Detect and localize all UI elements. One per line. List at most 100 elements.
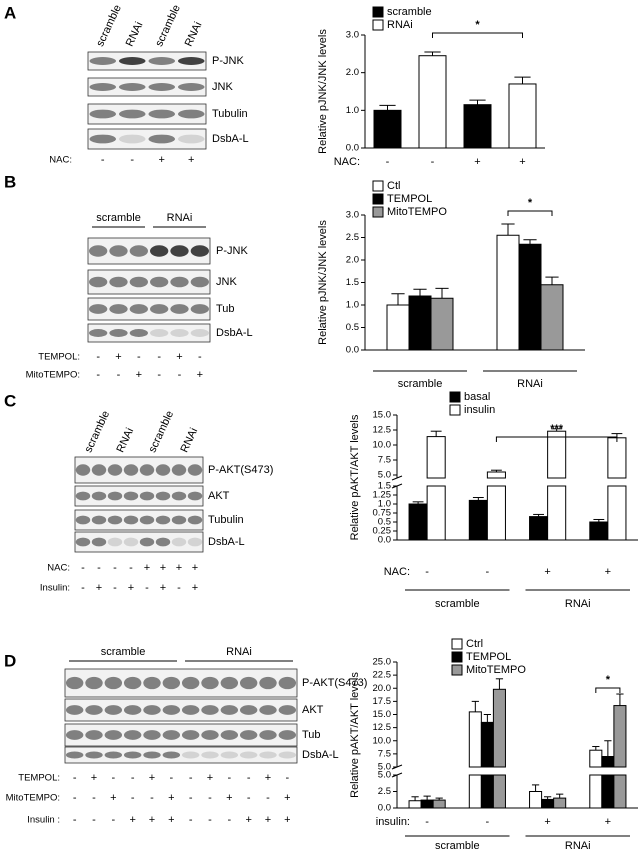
legend-label: Ctl	[387, 180, 400, 192]
blot-band	[170, 329, 189, 337]
lane-group-label: RNAi	[226, 646, 252, 658]
blot-band	[155, 491, 171, 501]
treatment-mark: +	[115, 351, 121, 363]
y-tick-label: 0.0	[378, 803, 391, 814]
bar	[408, 503, 428, 541]
blot-band	[123, 491, 139, 501]
treatment-mark: +	[159, 154, 165, 166]
y-tick-label: 10.0	[373, 440, 392, 451]
x-tick-label: +	[544, 816, 550, 828]
bar	[508, 83, 537, 149]
blot-band	[181, 676, 200, 690]
bar	[468, 711, 482, 768]
treatment-mark: -	[266, 792, 270, 804]
lane-group-label: scramble	[96, 212, 141, 224]
significance-label: *	[475, 19, 480, 31]
blot-band	[143, 705, 161, 715]
x-tick-label: -	[431, 156, 435, 168]
blot-band	[65, 676, 84, 690]
bar	[420, 799, 434, 809]
x-row-label: NAC:	[334, 156, 360, 168]
treatment-mark: -	[227, 772, 231, 784]
treatment-mark: -	[81, 582, 85, 594]
treatment-mark: +	[284, 814, 290, 826]
treatment-mark: +	[136, 369, 142, 381]
blot-band	[278, 730, 297, 740]
blot-band	[123, 676, 142, 690]
blot-band	[104, 676, 123, 690]
blot-band	[278, 705, 297, 715]
blot-band	[123, 464, 139, 476]
treatment-mark: -	[117, 369, 121, 381]
treatment-mark: -	[208, 814, 212, 826]
panel-letter: B	[4, 172, 16, 191]
bar-lower	[480, 774, 494, 809]
significance-bracket	[495, 436, 618, 442]
treatment-mark: +	[91, 772, 97, 784]
blot-band	[89, 245, 108, 257]
x-tick-label: +	[605, 816, 611, 828]
treatment-mark: +	[149, 772, 155, 784]
treatment-mark: +	[284, 792, 290, 804]
bar	[541, 798, 555, 809]
lane-label: RNAi	[124, 20, 146, 48]
bar	[486, 471, 506, 479]
treatment-mark: -	[97, 562, 101, 574]
bar-lower	[492, 774, 506, 809]
blot-band	[107, 491, 123, 501]
blot-band	[171, 515, 187, 525]
blot-band	[109, 329, 128, 337]
y-tick-label: 1.0	[346, 300, 359, 311]
treatment-mark: +	[226, 792, 232, 804]
treatment-mark: -	[81, 562, 85, 574]
lane-label: RNAi	[114, 426, 136, 454]
blot-band	[162, 751, 181, 759]
blot-band	[239, 730, 258, 740]
blot-band	[129, 304, 148, 314]
legend-swatch	[372, 6, 384, 18]
band-label: P-AKT(S473)	[302, 677, 367, 689]
bar	[613, 705, 627, 768]
blot-band	[239, 676, 258, 690]
treatment-mark: -	[150, 792, 154, 804]
y-tick-label: 20.0	[373, 683, 392, 694]
blot-band	[118, 134, 146, 144]
y-tick-label: 17.5	[373, 696, 392, 707]
bar	[373, 109, 402, 149]
y-tick-label: 12.5	[373, 722, 392, 733]
y-tick-label: 10.0	[373, 735, 392, 746]
y-tick-label: 0.0	[378, 535, 391, 546]
blot-strip	[87, 128, 207, 150]
treatment-mark: +	[168, 792, 174, 804]
blot-band	[123, 515, 139, 525]
x-row-label: NAC:	[384, 566, 410, 578]
blot-band	[123, 730, 142, 740]
treatment-mark: +	[197, 369, 203, 381]
legend-label: TEMPOL	[387, 193, 432, 205]
blot-band	[220, 751, 239, 759]
axis-break	[391, 772, 403, 778]
treatment-mark: -	[111, 814, 115, 826]
blot-band	[129, 329, 148, 337]
band-label: P-AKT(S473)	[208, 464, 273, 476]
blot-band	[190, 304, 209, 314]
y-tick-label: 1.5	[346, 277, 359, 288]
y-tick-label: 3.0	[346, 210, 359, 221]
legend-label: Ctrl	[466, 638, 483, 650]
band-label: P-JNK	[212, 55, 244, 67]
y-tick-label: 0.0	[346, 143, 359, 154]
blot-band	[109, 304, 128, 314]
blot-band	[75, 464, 91, 476]
band-label: Tubulin	[212, 108, 248, 120]
legend-label: MitoTEMPO	[466, 664, 526, 676]
y-tick-label: 2.0	[346, 67, 359, 78]
bar	[386, 304, 410, 351]
bar	[468, 499, 488, 541]
significance-bracket	[595, 687, 621, 693]
treatment-mark: -	[96, 351, 100, 363]
blot-band	[65, 705, 84, 715]
treatment-mark: -	[111, 772, 115, 784]
y-tick-label: 0.75	[373, 508, 392, 519]
bar-lower	[607, 485, 627, 541]
blot-band	[139, 464, 155, 476]
